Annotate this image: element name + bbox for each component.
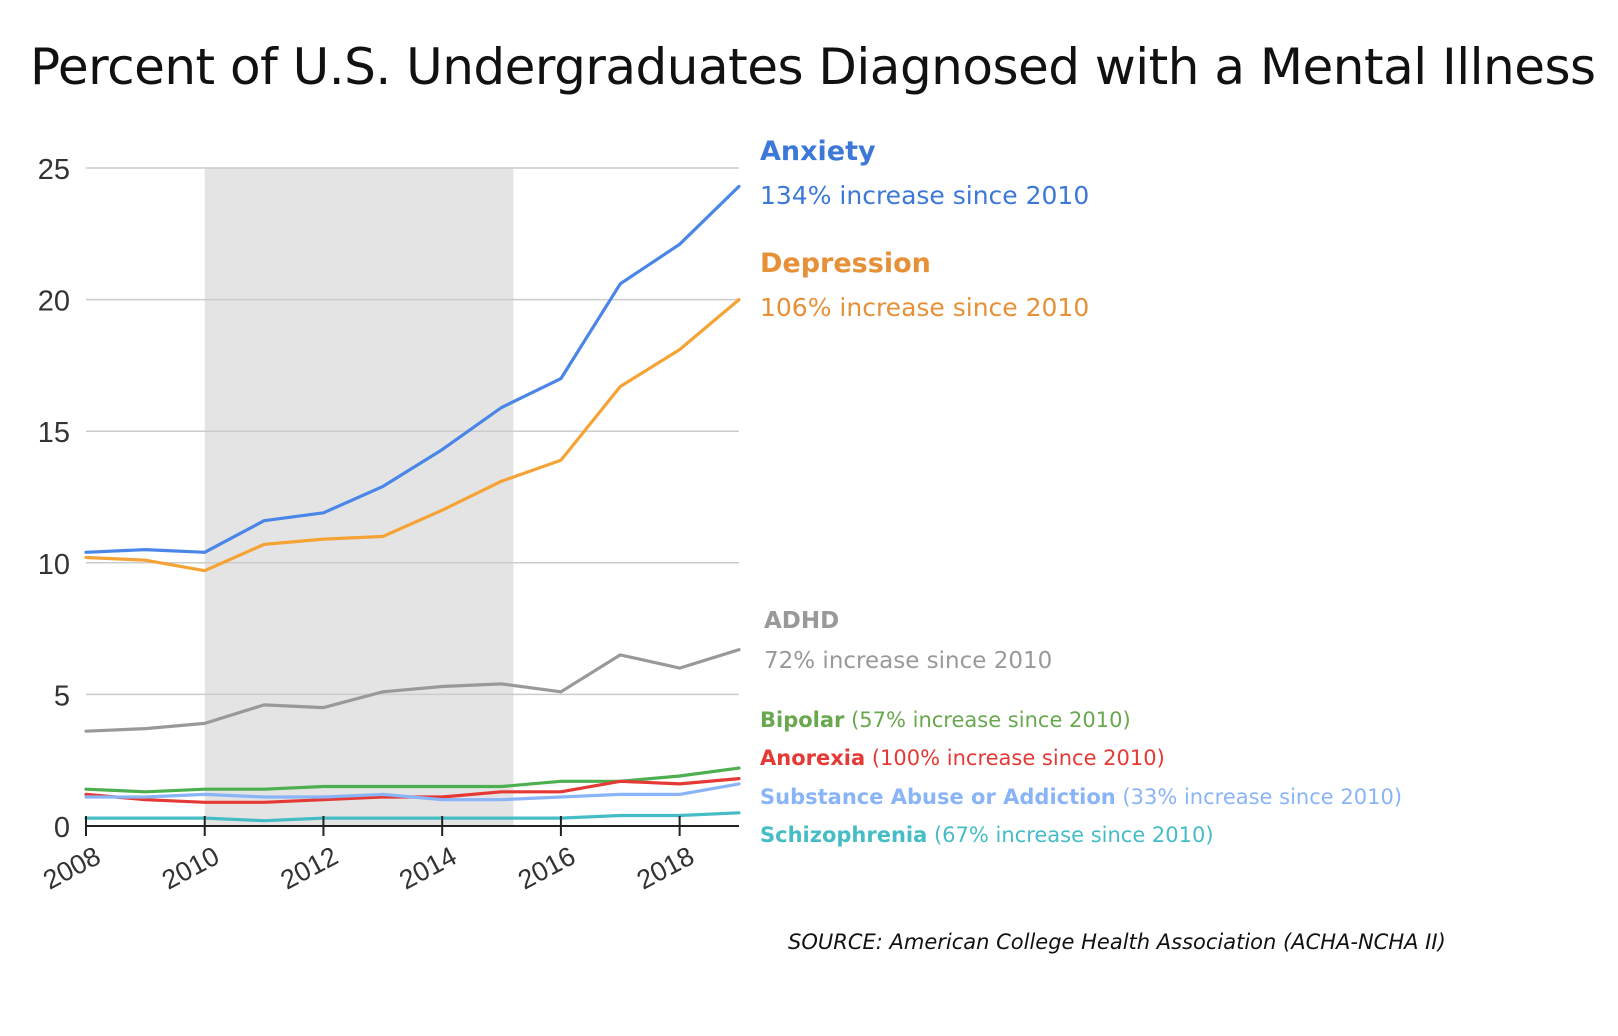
source-note: SOURCE: American College Health Associat…: [788, 930, 1446, 954]
adhd-label: ADHD: [764, 608, 840, 634]
x-tick-label-2014: 2014: [394, 841, 461, 896]
adhd-annotation: ADHD 72% increase since 2010: [764, 608, 1052, 674]
x-tick-label-2016: 2016: [513, 841, 580, 896]
x-tick-label-2018: 2018: [632, 841, 699, 896]
anorexia-note: (100% increase since 2010): [871, 746, 1165, 770]
y-tick-label-0: 0: [54, 812, 70, 844]
chart-title: Percent of U.S. Undergraduates Diagnosed…: [30, 38, 1596, 96]
anorexia-annotation: Anorexia (100% increase since 2010): [760, 746, 1165, 770]
schizophrenia-note: (67% increase since 2010): [933, 823, 1214, 847]
substance-annotation: Substance Abuse or Addiction (33% increa…: [760, 785, 1402, 809]
anxiety-annotation: Anxiety 134% increase since 2010: [760, 136, 1089, 210]
substance-note: (33% increase since 2010): [1122, 785, 1403, 809]
x-tick-label-2008: 2008: [38, 841, 105, 896]
series-line-anxiety: [84, 184, 741, 554]
y-tick-label-25: 25: [38, 154, 70, 186]
adhd-note: 72% increase since 2010: [764, 648, 1053, 674]
schizophrenia-annotation: Schizophrenia (67% increase since 2010): [760, 823, 1214, 847]
substance-label: Substance Abuse or Addiction: [760, 785, 1116, 809]
series-line-depression: [84, 298, 741, 573]
y-tick-label-20: 20: [38, 286, 70, 318]
y-tick-label-15: 15: [38, 417, 70, 449]
depression-label: Depression: [760, 248, 931, 279]
anxiety-note: 134% increase since 2010: [760, 181, 1090, 210]
anorexia-label: Anorexia: [760, 746, 866, 770]
x-tick-label-2010: 2010: [157, 841, 224, 896]
bipolar-label: Bipolar: [760, 708, 845, 732]
series-line-schizophrenia: [84, 811, 741, 823]
y-tick-label-10: 10: [38, 549, 70, 581]
depression-annotation: Depression 106% increase since 2010: [760, 248, 1089, 322]
y-tick-label-5: 5: [54, 680, 70, 712]
x-tick-label-2012: 2012: [276, 841, 343, 896]
schizophrenia-label: Schizophrenia: [760, 823, 928, 847]
series-line-adhd: [84, 648, 741, 733]
anxiety-label: Anxiety: [760, 136, 876, 167]
bipolar-annotation: Bipolar (57% increase since 2010): [760, 708, 1131, 732]
series-line-substance-abuse-or-addiction: [84, 782, 741, 802]
bipolar-note: (57% increase since 2010): [851, 708, 1131, 732]
depression-note: 106% increase since 2010: [760, 293, 1090, 322]
